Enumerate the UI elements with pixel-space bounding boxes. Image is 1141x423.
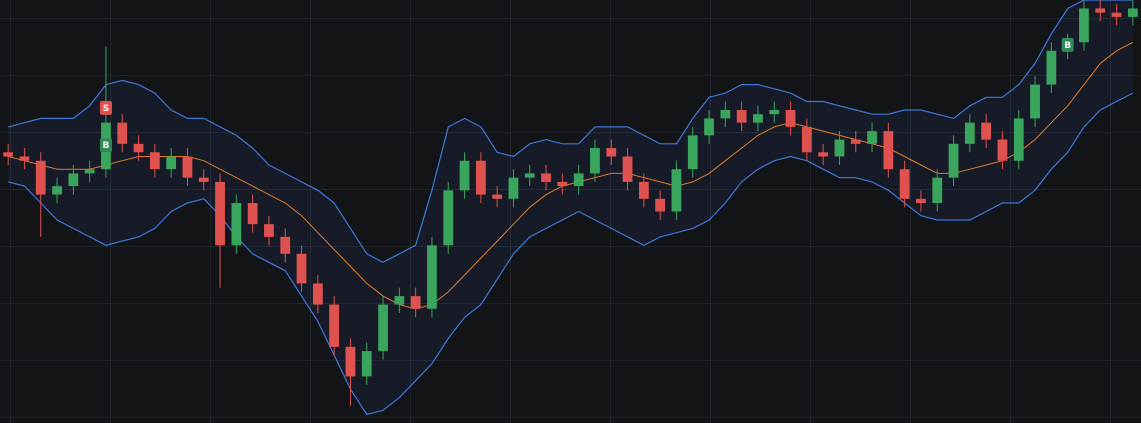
candle-body xyxy=(573,173,584,187)
candle-body xyxy=(606,148,617,157)
candle-body xyxy=(459,160,470,191)
marker-label: S xyxy=(103,104,109,114)
candle-body xyxy=(1030,84,1040,119)
candle-body xyxy=(769,109,780,115)
candle-body xyxy=(867,131,877,144)
marker-label: B xyxy=(1064,41,1071,51)
candle-body xyxy=(1013,118,1024,161)
candle-body xyxy=(1095,8,1106,13)
candle-body xyxy=(590,148,600,174)
candle-body xyxy=(394,296,405,305)
band-fill xyxy=(8,0,1133,415)
candle-body xyxy=(932,177,943,204)
candle-body xyxy=(850,139,861,144)
candle-body xyxy=(899,169,910,199)
candle-body xyxy=(622,156,633,182)
candle-body xyxy=(785,109,796,127)
candle-body xyxy=(117,122,128,144)
signal-marker: B xyxy=(99,138,112,153)
candle-body xyxy=(655,198,666,212)
candle-body xyxy=(964,122,975,144)
candle-body xyxy=(133,143,144,153)
signal-marker: B xyxy=(1061,37,1074,52)
candle-body xyxy=(84,169,95,174)
candle-body xyxy=(492,194,503,199)
candle-body xyxy=(1046,50,1057,85)
candle-body xyxy=(687,135,698,170)
candle-body xyxy=(215,181,225,246)
candle-body xyxy=(378,304,388,352)
candle-body xyxy=(296,253,307,284)
candle-body xyxy=(280,236,291,254)
candle-body xyxy=(671,169,682,212)
candle-body xyxy=(166,156,177,170)
candle-body xyxy=(264,224,274,237)
candle-body xyxy=(883,131,894,170)
marker-label: B xyxy=(103,141,110,151)
candle-body xyxy=(312,283,323,305)
candle-body xyxy=(19,156,30,161)
candle-body xyxy=(149,152,160,170)
candle-body xyxy=(345,346,356,377)
candle-body xyxy=(834,139,845,157)
marker-box xyxy=(99,138,112,153)
candle-body xyxy=(231,203,242,246)
candle-body xyxy=(329,304,340,347)
candle-body xyxy=(753,114,763,123)
candle-body xyxy=(704,118,714,136)
middle-band xyxy=(8,41,1134,310)
candle-body xyxy=(198,177,209,182)
marker-box xyxy=(1061,37,1074,52)
candle-body xyxy=(427,245,437,309)
candle-body xyxy=(557,181,568,187)
candle-body xyxy=(361,351,372,377)
candle-body xyxy=(801,126,812,153)
candle-body xyxy=(818,152,829,157)
candle-body xyxy=(1127,8,1138,17)
candle-body xyxy=(443,190,454,246)
candle-body xyxy=(948,143,959,178)
candle-body xyxy=(736,109,747,123)
candle-body xyxy=(524,173,535,178)
candle-body xyxy=(68,173,79,187)
candle-body xyxy=(981,122,992,140)
candle-body xyxy=(508,177,519,199)
candle-body xyxy=(35,160,46,195)
candle-body xyxy=(638,181,649,199)
marker-box xyxy=(99,100,112,115)
candle-body xyxy=(247,203,258,225)
candle-body xyxy=(1079,8,1089,43)
signal-marker: S xyxy=(99,100,112,115)
candle-body xyxy=(475,160,486,195)
candle-body xyxy=(541,173,551,182)
upper-band xyxy=(8,0,1133,263)
candle-body xyxy=(182,156,193,178)
candle-body xyxy=(410,296,421,309)
lower-band xyxy=(8,92,1134,416)
candle-body xyxy=(997,139,1008,161)
candle-body xyxy=(720,109,731,119)
candle-body xyxy=(3,152,14,157)
candle-body xyxy=(52,186,62,195)
candle-body xyxy=(1111,12,1122,17)
candle-body xyxy=(916,198,926,204)
